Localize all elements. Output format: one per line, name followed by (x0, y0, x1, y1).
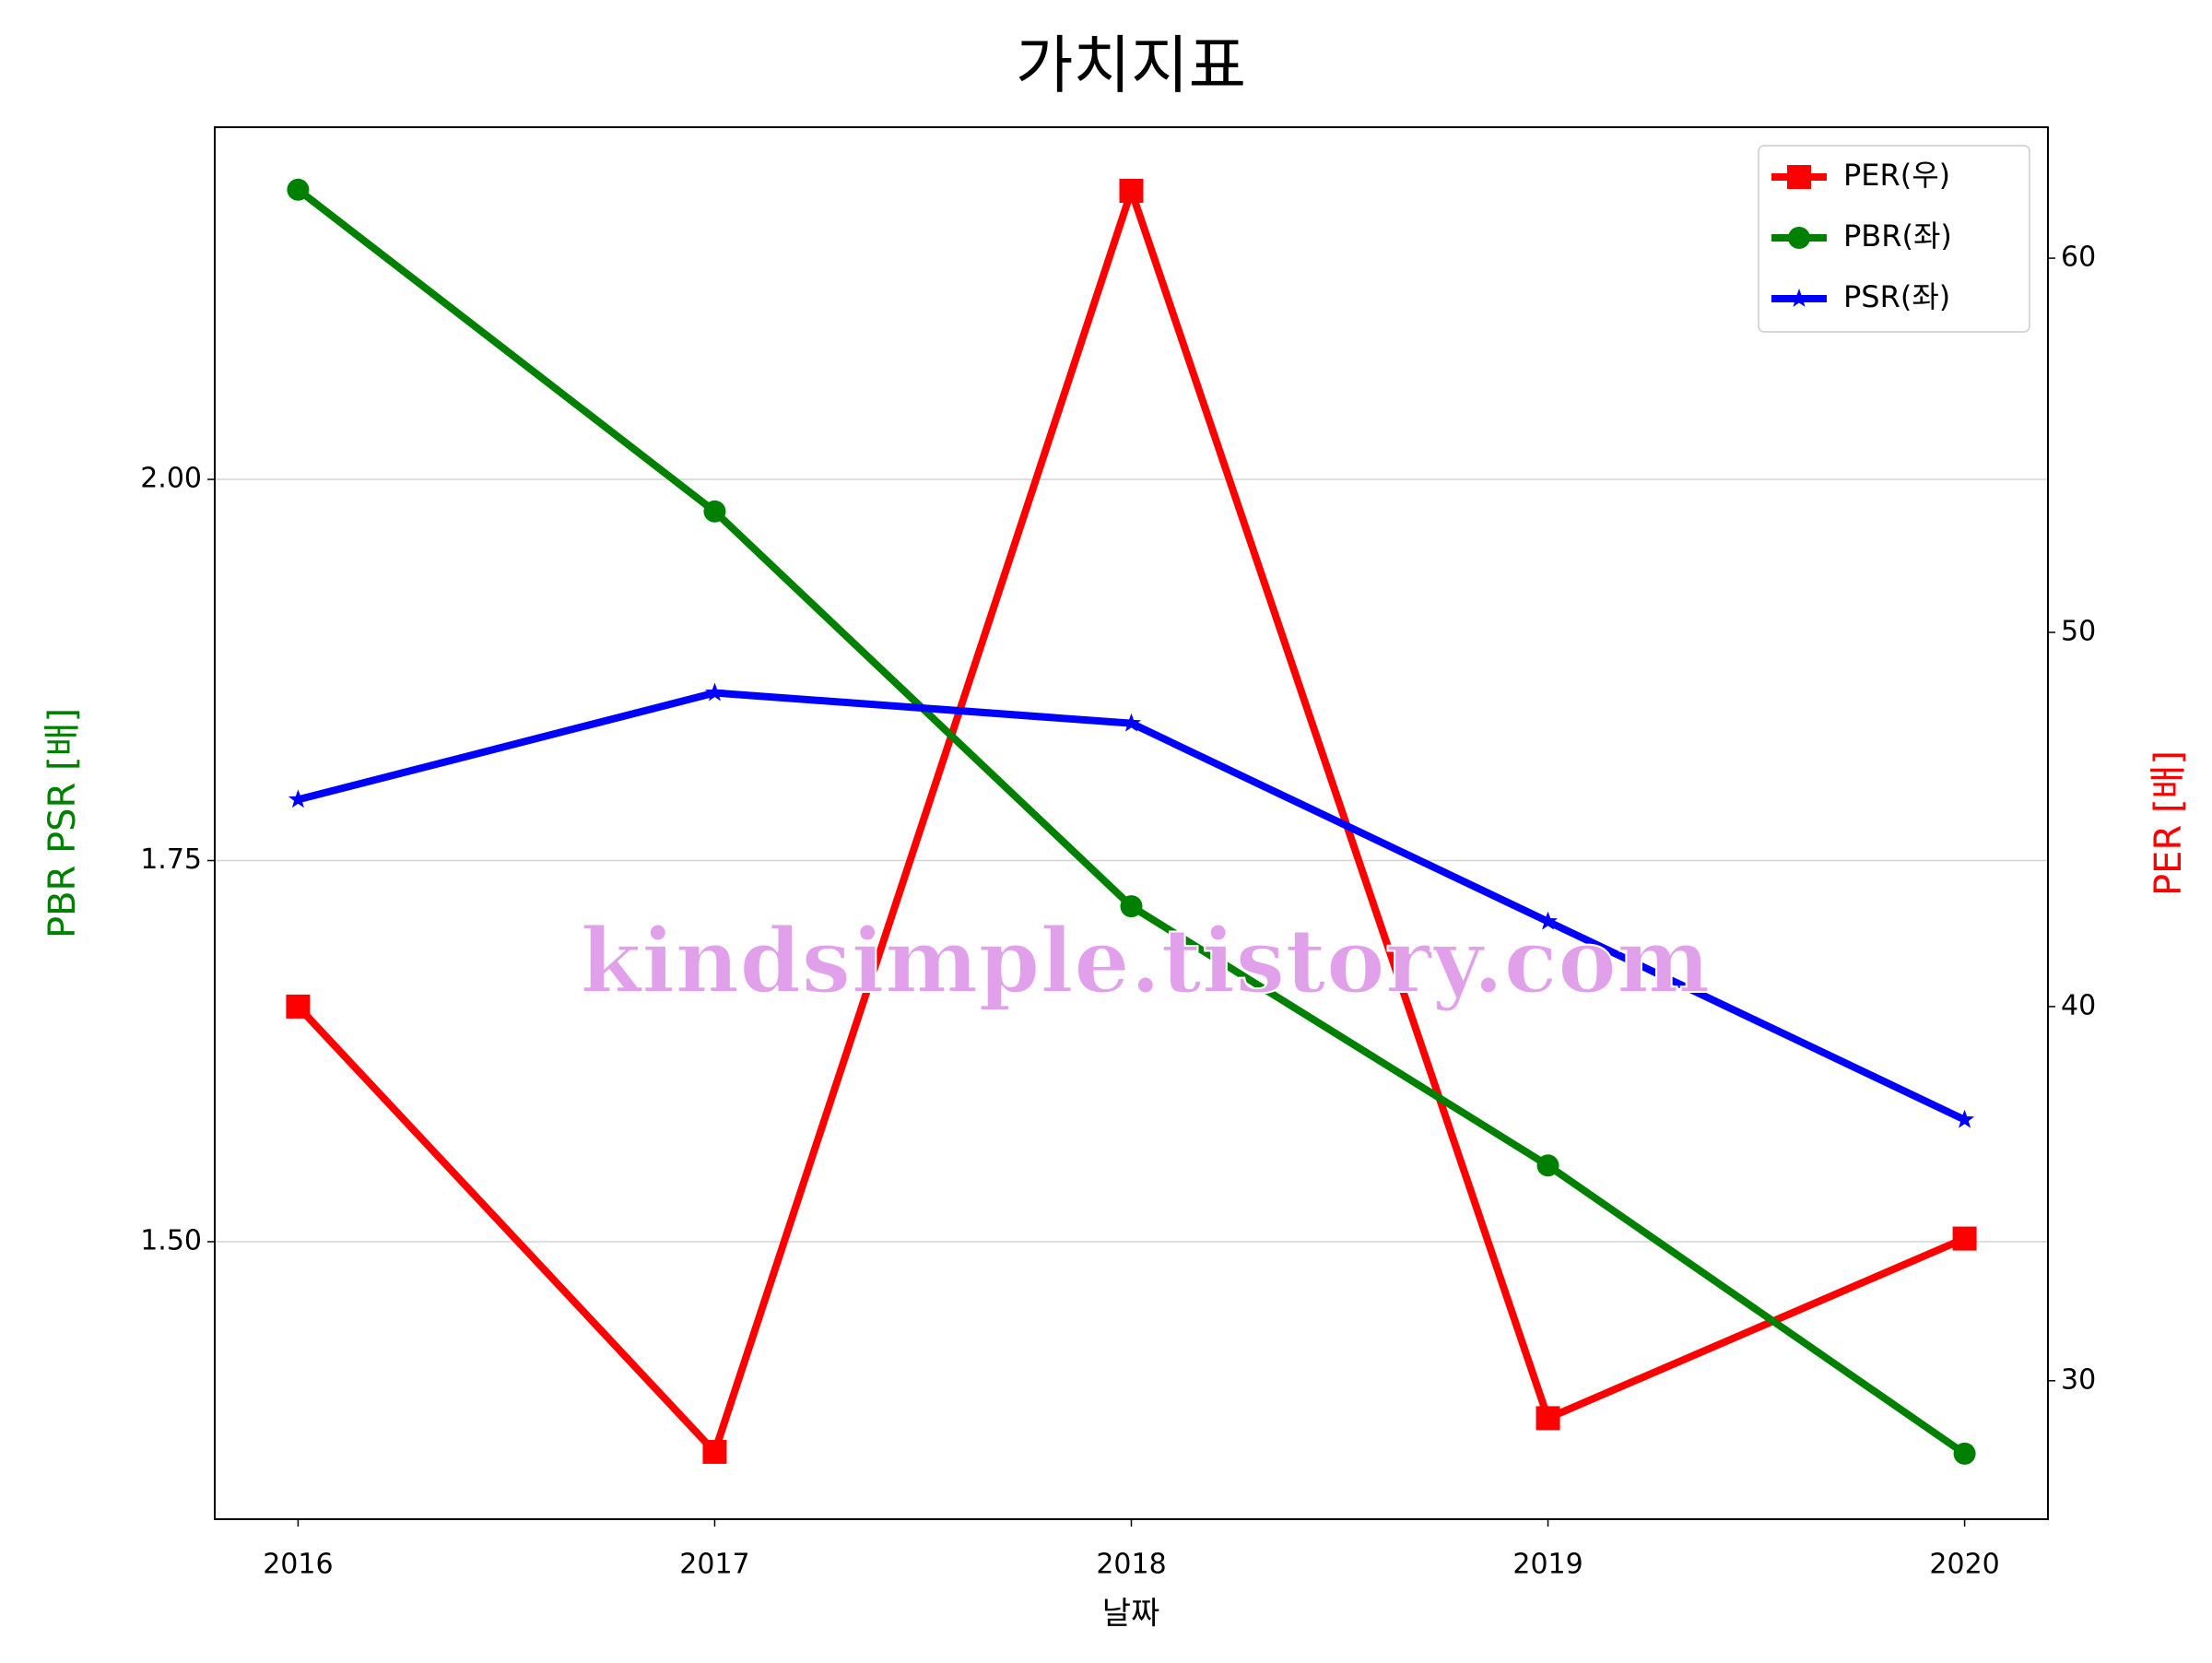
data-point (1538, 911, 1558, 930)
legend-marker (1789, 289, 1809, 307)
x-axis-label: 날짜 (1102, 1596, 1160, 1633)
data-point (703, 500, 726, 523)
data-point (286, 994, 311, 1019)
x-tick-label: 2020 (1929, 1549, 1999, 1581)
chart-title: 가치지표 (1016, 30, 1246, 103)
legend-marker (1788, 227, 1810, 249)
y2-tick-label: 50 (2061, 615, 2096, 647)
data-point (705, 682, 724, 702)
y2-axis-label: PER [배] (2147, 750, 2190, 896)
x-tick-label: 2016 (263, 1549, 333, 1581)
data-point (1122, 713, 1141, 732)
y2-tick-label: 30 (2061, 1363, 2096, 1396)
data-point (1119, 179, 1144, 204)
data-point (287, 178, 310, 201)
data-point (702, 1439, 727, 1464)
data-point (288, 789, 308, 808)
data-point (1952, 1226, 1977, 1251)
data-point (1120, 895, 1143, 918)
plot-frame (214, 126, 2049, 1520)
data-point (1536, 1154, 1559, 1177)
y2-tick-label: 60 (2061, 242, 2096, 274)
legend-box (1758, 145, 2030, 333)
data-point (1953, 1442, 1976, 1465)
y-tick-label: 1.75 (140, 843, 202, 876)
legend-marker (1787, 165, 1811, 189)
legend-label: PER(우) (1843, 158, 1950, 193)
data-point (1955, 1109, 1975, 1128)
legend-label: PSR(좌) (1843, 279, 1950, 314)
x-tick-label: 2019 (1512, 1549, 1583, 1581)
x-tick-label: 2017 (679, 1549, 749, 1581)
legend-label: PBR(좌) (1843, 218, 1952, 254)
y-tick-label: 1.50 (140, 1224, 202, 1256)
y2-tick-label: 40 (2061, 989, 2096, 1021)
data-point (1535, 1406, 1560, 1431)
watermark: kindsimple.tistory.com (580, 909, 1710, 1013)
x-tick-label: 2018 (1096, 1549, 1166, 1581)
y-tick-label: 2.00 (140, 463, 202, 495)
y-axis-label: PBR PSR [배] (41, 708, 84, 938)
